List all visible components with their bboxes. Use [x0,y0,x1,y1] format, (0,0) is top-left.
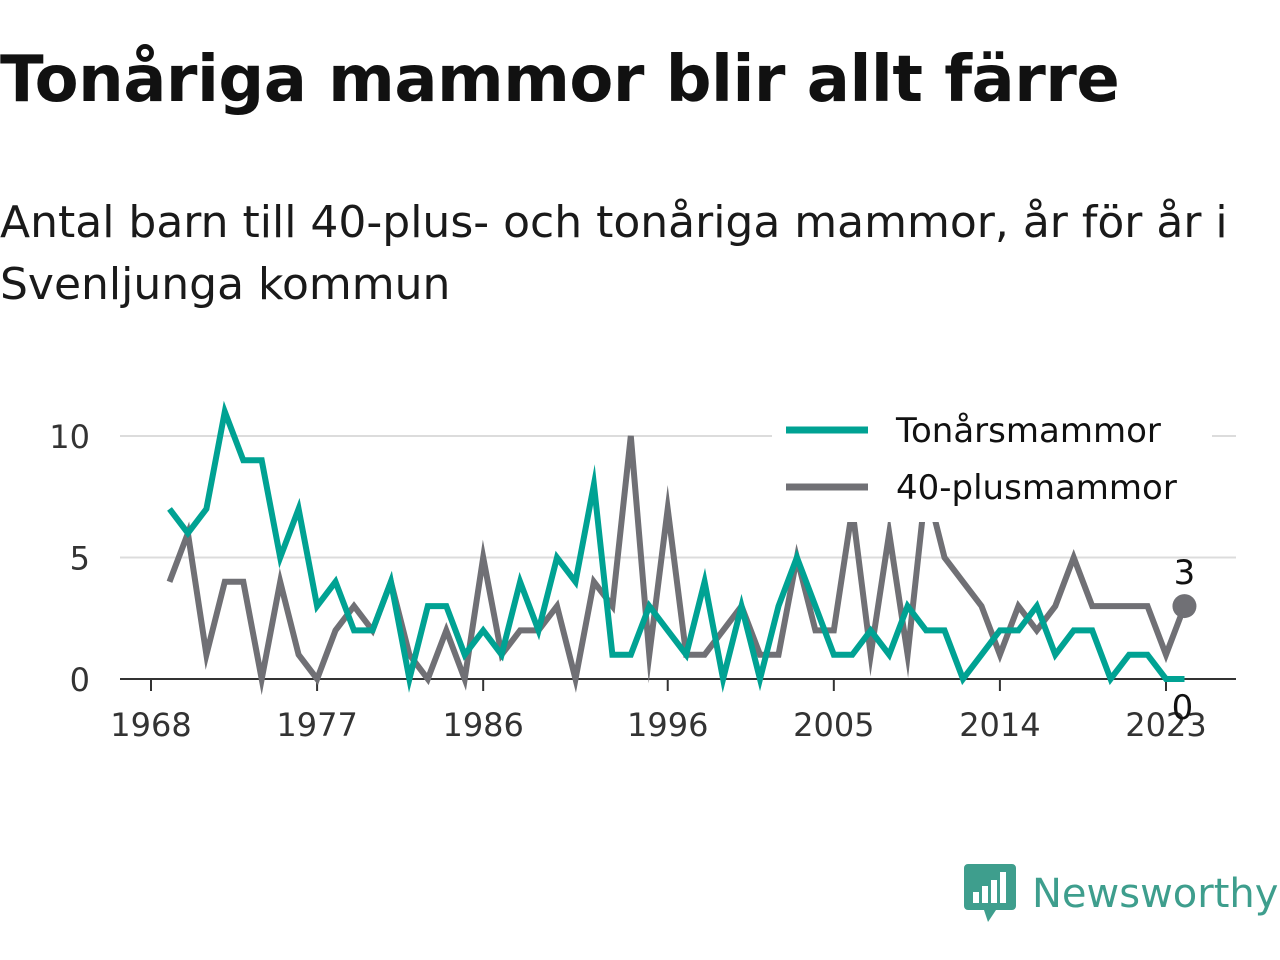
x-tick-label-1977: 1977 [276,706,357,744]
bar-chart-speech-bubble-icon [964,864,1016,922]
x-tick-label-1968: 1968 [110,706,191,744]
y-tick-labels: 0 5 10 [49,418,90,699]
legend-label-1: 40-plusmammor [896,468,1177,508]
end-label-tonarsmammor: 0 [1172,688,1194,728]
legend-background [772,400,1212,522]
end-marker-40-plusmammor [1172,594,1197,619]
x-tick-label-2014: 2014 [959,706,1040,744]
x-tick-label-1996: 1996 [627,706,708,744]
chart-subtitle: Antal barn till 40-plus- och tonåriga ma… [0,197,1228,310]
legend-label-0: Tonårsmammor [895,411,1161,451]
x-tick-label-1986: 1986 [442,706,523,744]
logo-bubble [964,864,1016,922]
x-axis: 1968 1977 1986 1996 2005 2014 2023 [110,678,1236,744]
chart-title: Tonåriga mammor blir allt färre [0,43,1120,117]
end-label-40-plusmammor: 3 [1174,553,1196,593]
series-line-tonarsmammor [167,400,1185,693]
end-labels: 30 [1172,553,1197,728]
series-lines [166,400,1188,696]
y-tick-label-0: 0 [70,661,90,699]
series-line-40-plusmammor [166,435,1188,696]
x-tick-label-2005: 2005 [793,706,874,744]
logo-bar-1 [973,892,979,903]
y-tick-label-10: 10 [49,418,90,456]
brand: Newsworthy [964,864,1278,924]
legend: Tonårsmammor 40-plusmammor [772,400,1212,522]
logo-bar-2 [982,886,988,903]
logo-bar-4 [1000,872,1006,903]
logo-bar-3 [991,880,997,903]
x-tick-label-2023: 2023 [1125,706,1206,744]
y-tick-label-5: 5 [70,540,90,578]
brand-name: Newsworthy [1032,871,1279,917]
